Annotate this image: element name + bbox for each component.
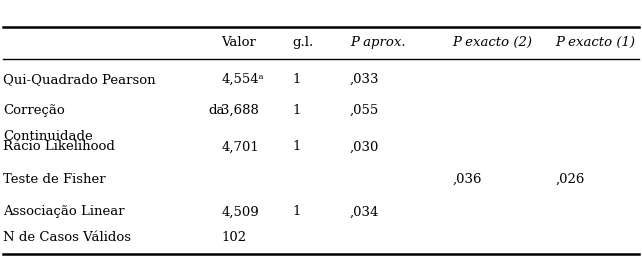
Text: 4,701: 4,701 bbox=[221, 140, 259, 153]
Text: 4,554ᵃ: 4,554ᵃ bbox=[221, 73, 264, 86]
Text: ,055: ,055 bbox=[350, 104, 379, 117]
Text: Rácio Likelihood: Rácio Likelihood bbox=[3, 140, 115, 153]
Text: 1: 1 bbox=[292, 104, 300, 117]
Text: ,036: ,036 bbox=[453, 173, 482, 186]
Text: da: da bbox=[209, 104, 225, 117]
Text: ,034: ,034 bbox=[350, 205, 379, 218]
Text: P aprox.: P aprox. bbox=[350, 36, 406, 49]
Text: ,026: ,026 bbox=[555, 173, 585, 186]
Text: 3,688: 3,688 bbox=[221, 104, 259, 117]
Text: 4,509: 4,509 bbox=[221, 205, 259, 218]
Text: Valor: Valor bbox=[221, 36, 256, 49]
Text: Teste de Fisher: Teste de Fisher bbox=[3, 173, 106, 186]
Text: N de Casos Válidos: N de Casos Válidos bbox=[3, 231, 131, 244]
Text: ,033: ,033 bbox=[350, 73, 379, 86]
Text: 1: 1 bbox=[292, 73, 300, 86]
Text: P exacto (2): P exacto (2) bbox=[453, 36, 533, 49]
Text: 1: 1 bbox=[292, 205, 300, 218]
Text: 102: 102 bbox=[221, 231, 247, 244]
Text: ,030: ,030 bbox=[350, 140, 379, 153]
Text: Correção: Correção bbox=[3, 104, 65, 117]
Text: g.l.: g.l. bbox=[292, 36, 313, 49]
Text: Associação Linear: Associação Linear bbox=[3, 205, 125, 218]
Text: Continuidade: Continuidade bbox=[3, 130, 93, 143]
Text: 1: 1 bbox=[292, 140, 300, 153]
Text: P exacto (1): P exacto (1) bbox=[555, 36, 636, 49]
Text: Qui-Quadrado Pearson: Qui-Quadrado Pearson bbox=[3, 73, 156, 86]
